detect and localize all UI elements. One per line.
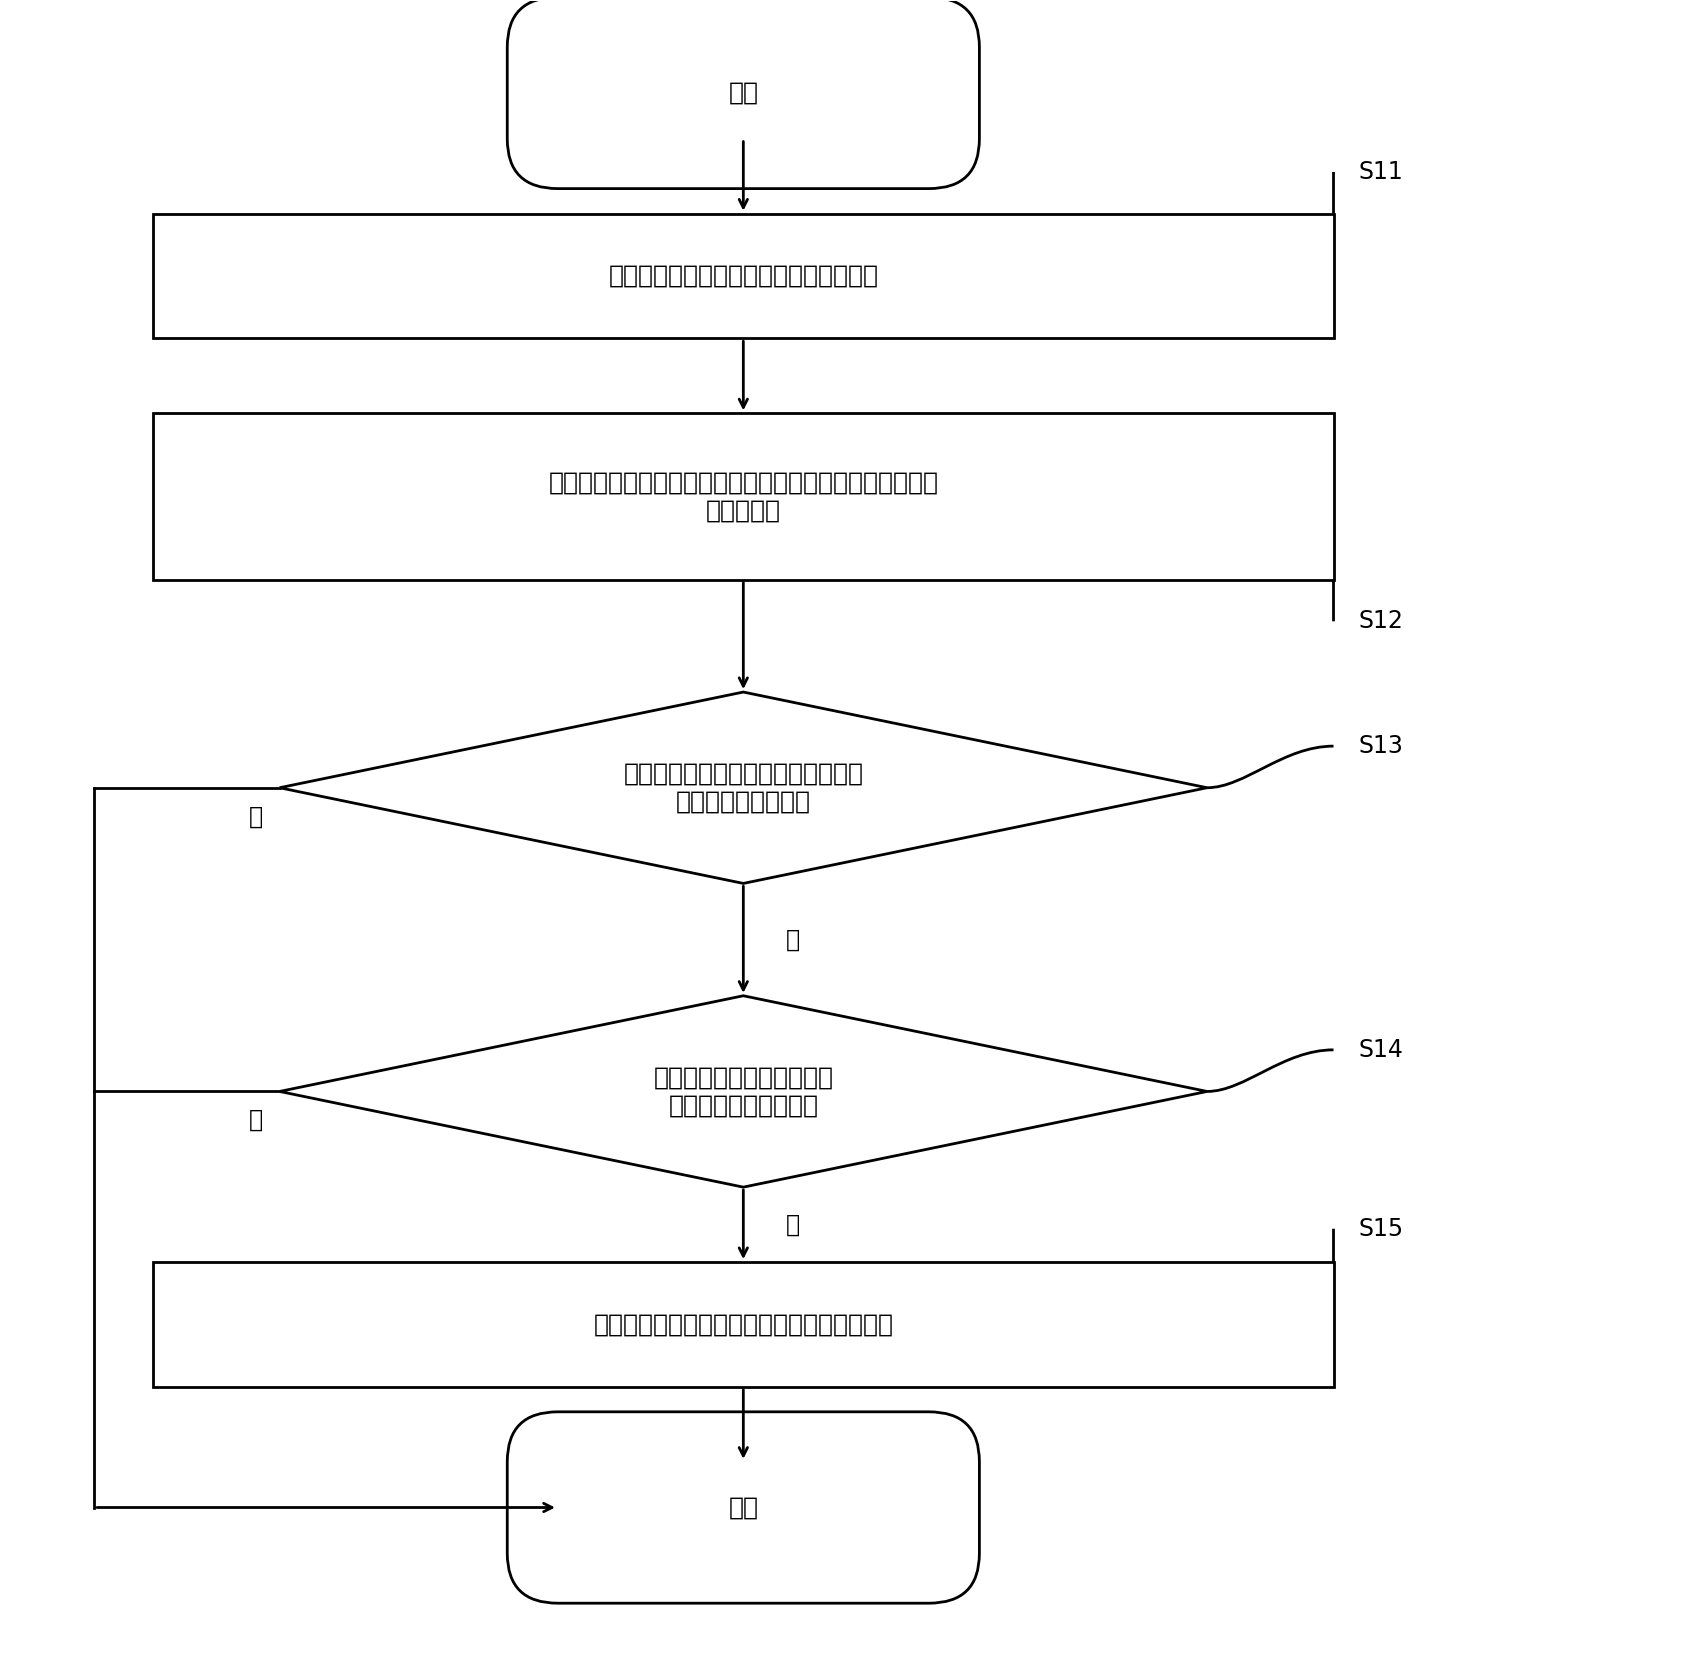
- Text: S13: S13: [1358, 733, 1404, 758]
- Polygon shape: [280, 692, 1208, 884]
- Text: S11: S11: [1358, 160, 1404, 183]
- Bar: [154, 1262, 1334, 1387]
- Text: S14: S14: [1358, 1039, 1404, 1062]
- Text: 获取包含目标人物的图像数据或视频数据: 获取包含目标人物的图像数据或视频数据: [608, 263, 878, 288]
- Polygon shape: [280, 995, 1208, 1187]
- Text: S12: S12: [1358, 610, 1404, 633]
- Text: 结束: 结束: [728, 1495, 758, 1520]
- Text: 开始: 开始: [728, 82, 758, 105]
- Bar: [154, 413, 1334, 580]
- Text: 确定图像数据或视频数据中目标人物，并标记出目标人物的
人体关键点: 确定图像数据或视频数据中目标人物，并标记出目标人物的 人体关键点: [549, 470, 939, 522]
- Text: S15: S15: [1358, 1217, 1404, 1240]
- Text: 否: 否: [248, 805, 263, 828]
- Text: 是: 是: [785, 927, 799, 952]
- Bar: [154, 213, 1334, 338]
- Text: 是: 是: [785, 1212, 799, 1237]
- Text: 识别图像数据或视频数据中
目标人物是否手持电话: 识别图像数据或视频数据中 目标人物是否手持电话: [654, 1065, 833, 1117]
- Text: 否: 否: [248, 1109, 263, 1132]
- FancyBboxPatch shape: [507, 0, 980, 188]
- Text: 根据人体关键点确定目标人物的动作
是否为类打电话动作: 根据人体关键点确定目标人物的动作 是否为类打电话动作: [623, 762, 863, 813]
- Text: 输出目标人物的工作为打电话动作的识别结果: 输出目标人物的工作为打电话动作的识别结果: [593, 1312, 893, 1337]
- FancyBboxPatch shape: [507, 1412, 980, 1604]
